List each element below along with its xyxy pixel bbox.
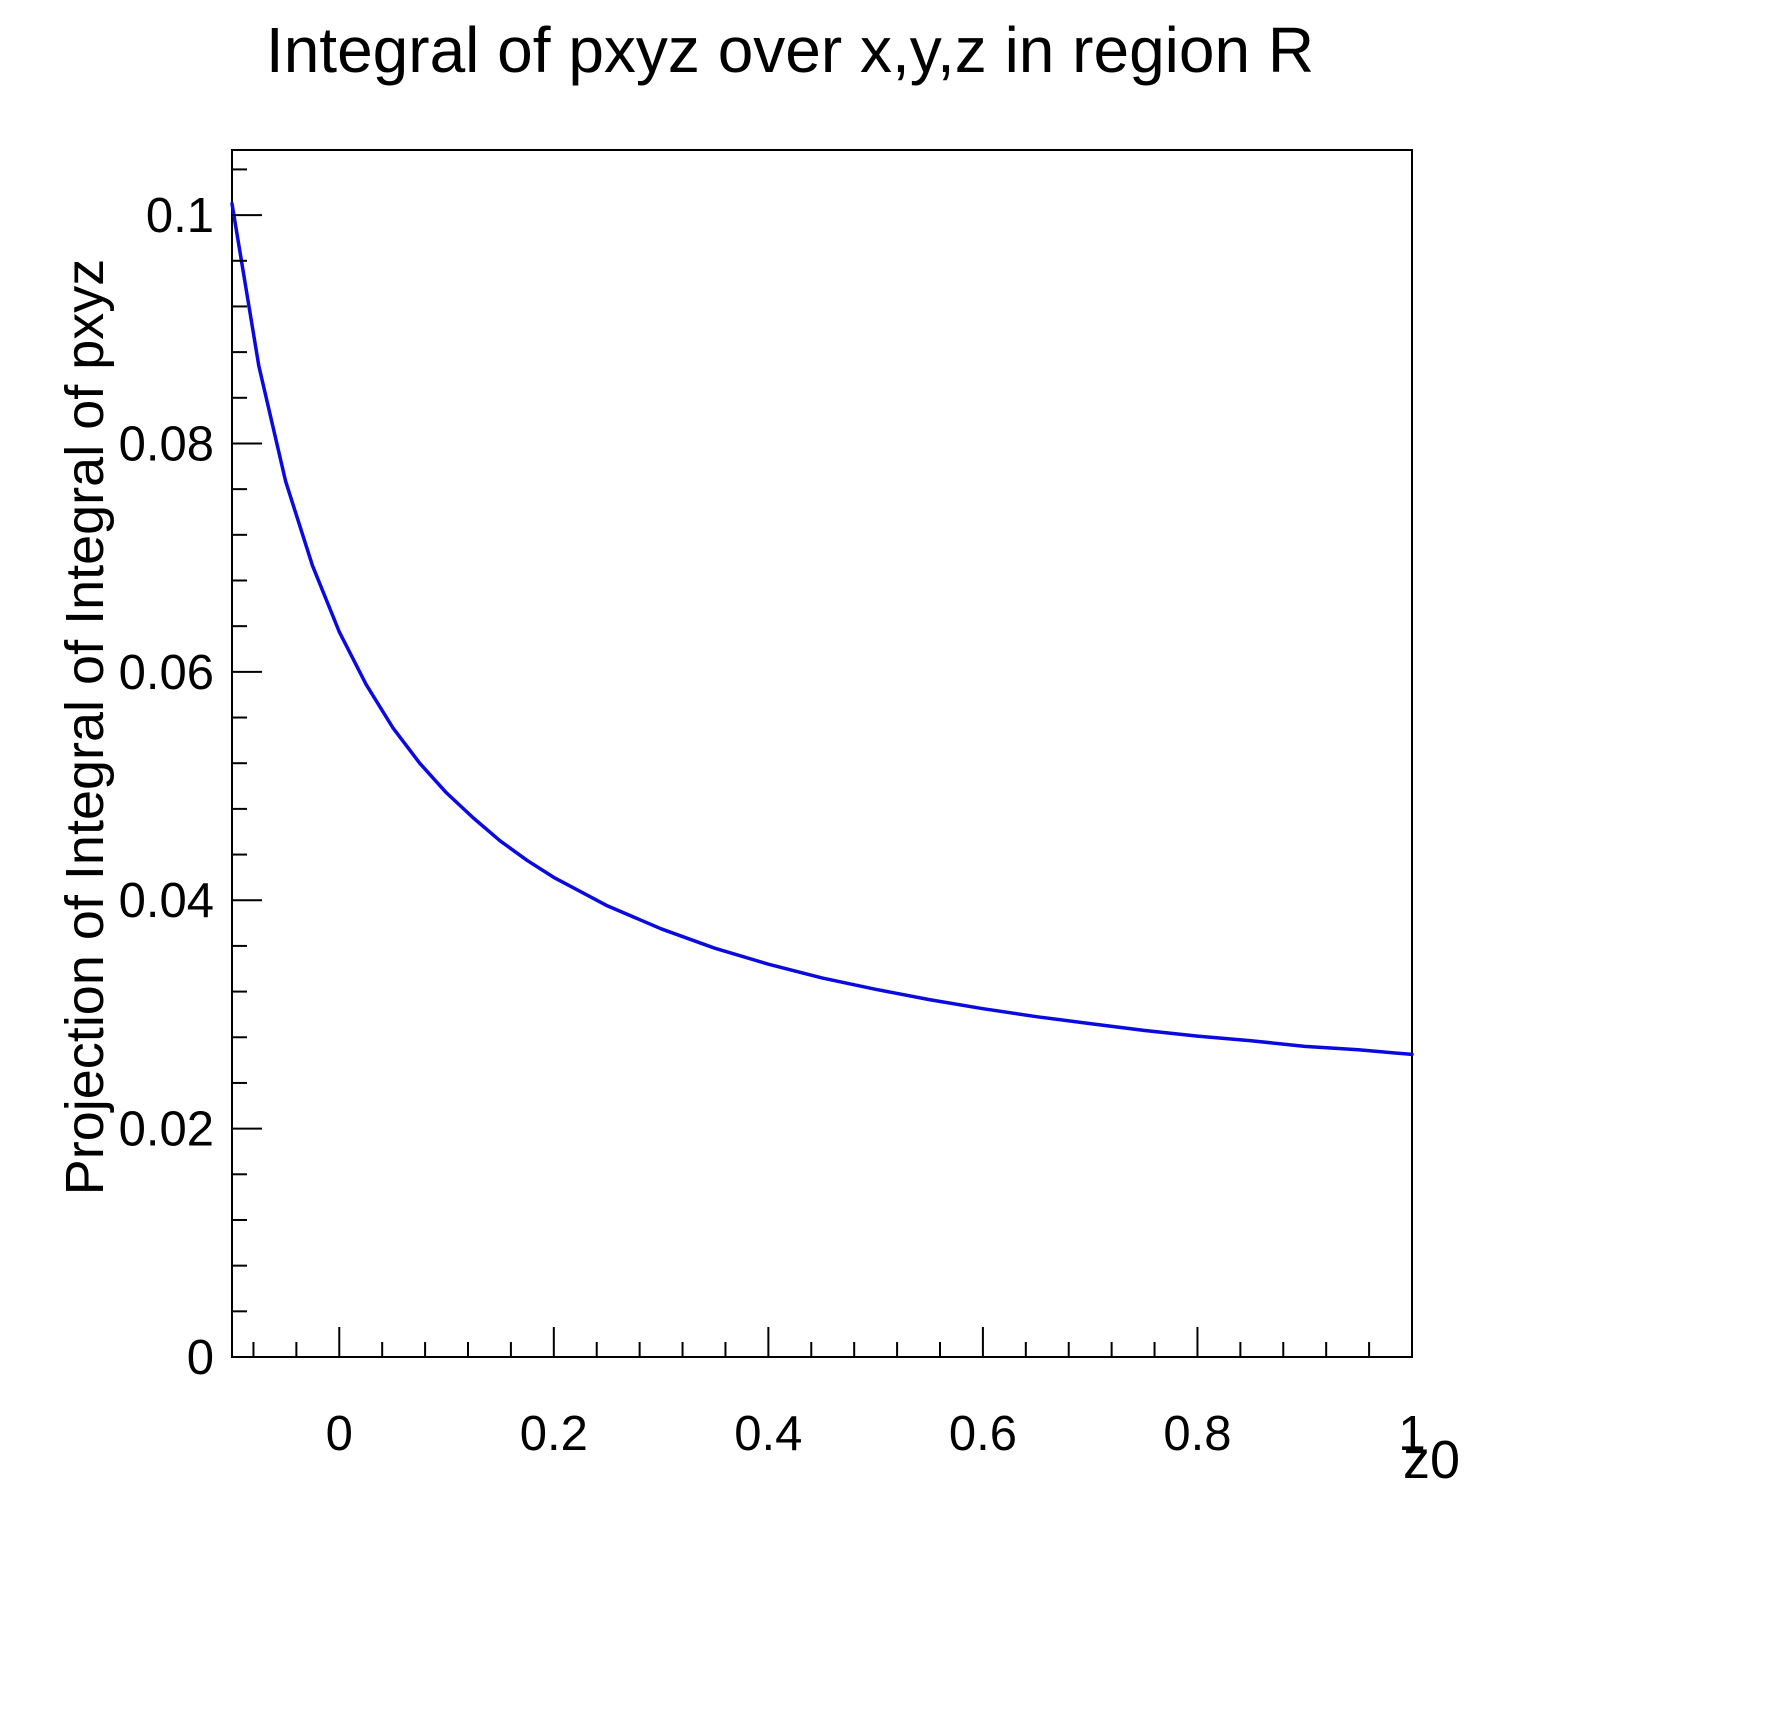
x-tick-label: 0.6 <box>949 1407 1017 1461</box>
plot-frame <box>231 149 1413 1358</box>
y-tick-label: 0.02 <box>119 1103 214 1157</box>
y-tick-label: 0.1 <box>146 189 214 243</box>
x-axis-tick-labels: 0 0.2 0.4 0.6 0.8 1 <box>326 1407 1426 1461</box>
x-tick-label: 0.2 <box>520 1407 588 1461</box>
x-tick-label: 0 <box>326 1407 353 1461</box>
y-tick-label: 0 <box>187 1331 214 1385</box>
x-tick-label: 0.8 <box>1163 1407 1231 1461</box>
data-curve <box>230 201 1414 1057</box>
y-axis-tick-labels: 0 0.02 0.04 0.06 0.08 0.1 <box>119 189 214 1385</box>
y-tick-label: 0.04 <box>119 874 214 928</box>
y-axis-title: Projection of Integral of Integral of px… <box>55 259 115 1196</box>
x-axis-ticks <box>252 1327 1413 1357</box>
x-tick-label: 0.4 <box>734 1407 802 1461</box>
y-tick-label: 0.06 <box>119 646 214 700</box>
x-axis-title: z0 <box>1403 1430 1460 1490</box>
x-tick-label: 1 <box>1398 1407 1425 1461</box>
y-tick-label: 0.08 <box>119 417 214 471</box>
y-axis-ticks <box>232 168 262 1358</box>
chart-title: Integral of pxyz over x,y,z in region R <box>266 14 1314 86</box>
